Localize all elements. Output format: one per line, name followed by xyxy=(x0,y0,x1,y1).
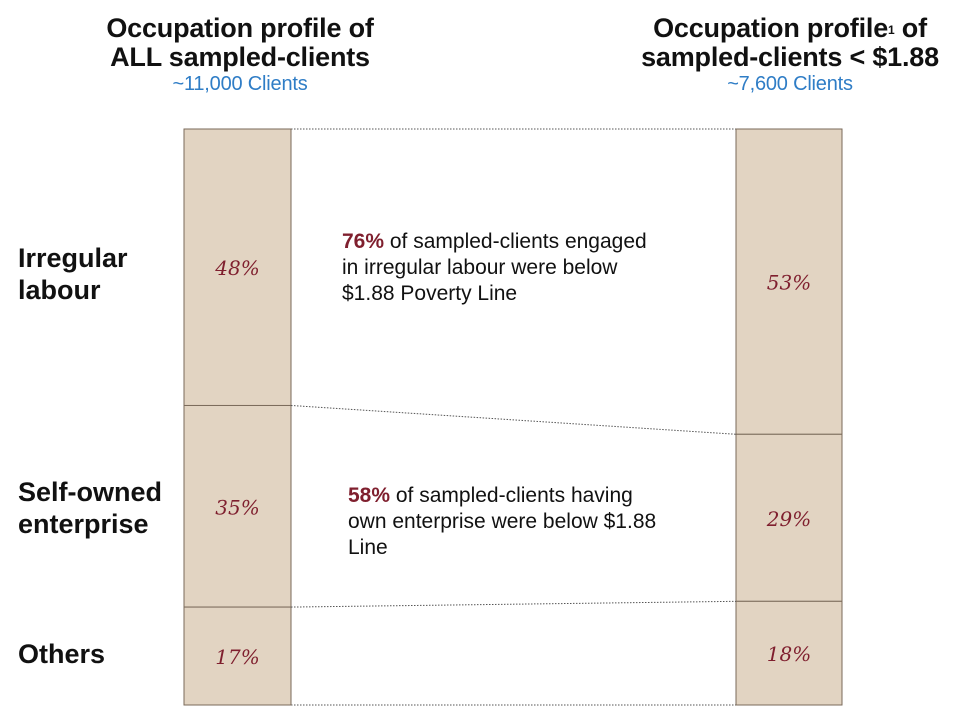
connector-self-owned-enterprise-boundary xyxy=(290,600,737,608)
row-label-line2: enterprise xyxy=(18,509,149,539)
data-label-others-all: 17% xyxy=(215,645,259,669)
left-column-header: Occupation profile of ALL sampled-client… xyxy=(60,14,420,96)
connector-irregular-labour-boundary xyxy=(290,404,737,435)
left-header-subtitle: ~11,000 Clients xyxy=(172,73,308,95)
bar-segment-self-owned-enterprise-all xyxy=(183,404,292,608)
note-line1: 76% of sampled-clients engaged xyxy=(342,229,647,255)
data-label-self-owned-enterprise-below-line: 29% xyxy=(766,507,811,531)
bar-segment-irregular-labour-below-line xyxy=(735,128,843,435)
note-line3: Line xyxy=(348,536,388,559)
data-label-self-owned-enterprise-all: 35% xyxy=(215,495,259,519)
right-header-title-line1-b: of xyxy=(894,13,927,43)
note-line2: in irregular labour were below xyxy=(342,256,618,279)
note-text: of sampled-clients engaged xyxy=(384,230,647,253)
row-label-line1: Self-owned xyxy=(18,477,163,507)
note-highlight: 76% xyxy=(342,230,385,253)
data-label-others-below-line: 18% xyxy=(767,642,811,666)
row-label-line1: Irregular xyxy=(18,243,128,273)
footnote-marker: 1 xyxy=(888,23,895,37)
row-label-self-owned-enterprise: Self-owned enterprise xyxy=(18,476,162,540)
right-header-subtitle: ~7,600 Clients xyxy=(727,73,853,95)
row-label-others: Others xyxy=(18,638,105,670)
irregular-labour-note: 76% of sampled-clients engaged in irregu… xyxy=(342,229,647,307)
bar-segment-others-all xyxy=(183,606,292,706)
left-header-title-line2: ALL sampled-clients xyxy=(110,42,370,72)
row-label-line2: labour xyxy=(18,275,101,305)
left-header-title-line1: Occupation profile of xyxy=(106,13,374,43)
right-column-header: Occupation profile1 of sampled-clients <… xyxy=(600,14,975,96)
note-line3: $1.88 Poverty Line xyxy=(342,282,518,305)
bar-segment-self-owned-enterprise-below-line xyxy=(735,433,843,602)
note-highlight: 58% xyxy=(348,484,391,507)
row-label-line1: Others xyxy=(18,639,106,669)
data-label-irregular-labour-below-line: 53% xyxy=(767,271,811,295)
note-text: of sampled-clients having xyxy=(390,484,633,507)
data-label-irregular-labour-all: 48% xyxy=(214,256,259,280)
right-header-title-line2: sampled-clients < $1.88 xyxy=(641,42,939,72)
bar-segment-irregular-labour-all xyxy=(183,128,292,406)
self-owned-enterprise-note: 58% of sampled-clients having own enterp… xyxy=(348,483,656,561)
bar-segment-others-below-line xyxy=(735,600,843,706)
right-header-title-line1: Occupation profile1 of xyxy=(600,14,975,43)
right-header-title-line1-a: Occupation profile xyxy=(653,13,889,43)
note-line2: own enterprise were below $1.88 xyxy=(348,510,657,533)
row-label-irregular-labour: Irregular labour xyxy=(18,242,128,306)
note-line1: 58% of sampled-clients having xyxy=(348,483,656,509)
